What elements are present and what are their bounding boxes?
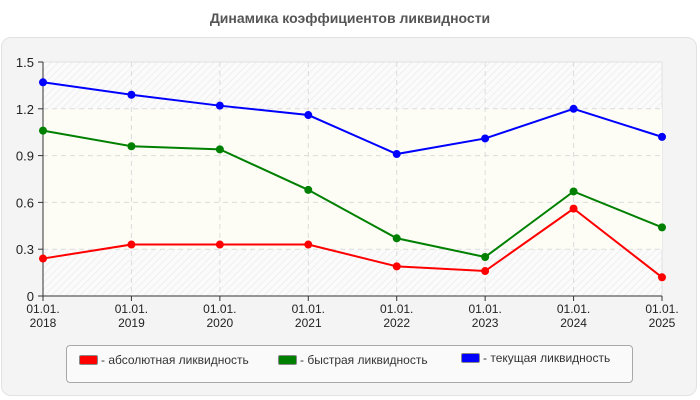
data-point (304, 111, 313, 120)
data-point (215, 240, 224, 249)
x-tick-label: 01.01. (645, 302, 678, 316)
data-point (569, 187, 578, 196)
x-tick-label: 01.01. (380, 302, 413, 316)
y-tick-label: 1.5 (16, 55, 34, 70)
x-tick-label: 01.01. (557, 302, 590, 316)
data-point (392, 234, 401, 243)
data-point (39, 126, 47, 135)
grid-lines (43, 62, 662, 296)
x-tick-label: 2020 (207, 316, 234, 330)
data-point (569, 104, 578, 113)
normal-range-band (43, 108, 662, 250)
data-series (39, 78, 666, 282)
data-point (304, 185, 313, 194)
series-line (42, 129, 663, 259)
series-line (42, 81, 663, 156)
legend-label: - абсолютная ликвидность (101, 353, 249, 367)
data-point (127, 240, 136, 249)
x-tick-label: 01.01. (468, 302, 501, 316)
data-point (39, 254, 47, 263)
legend-swatch-blue (461, 353, 480, 363)
data-point (481, 267, 490, 276)
legend-label: - текущая ликвидность (483, 351, 611, 365)
y-tick-label: 0.3 (16, 242, 34, 257)
legend-item-current: - текущая ликвидность (461, 351, 610, 365)
data-point (215, 101, 224, 110)
data-point (215, 145, 224, 154)
data-point (658, 223, 666, 232)
x-tick-label: 2025 (649, 316, 676, 330)
x-tick-label: 2024 (560, 316, 587, 330)
series-line (42, 207, 663, 279)
x-tick-label: 2022 (383, 316, 410, 330)
legend-swatch-green (278, 355, 297, 365)
data-point (481, 134, 490, 143)
data-point (658, 132, 666, 141)
series-2 (39, 78, 666, 159)
legend-swatch-red (79, 355, 98, 365)
x-tick-label: 2021 (295, 316, 322, 330)
plot-area (42, 61, 663, 297)
chart-title: Динамика коэффициентов ликвидности (209, 10, 491, 26)
data-point (127, 142, 136, 151)
y-tick-label: 0 (27, 289, 34, 304)
series-1 (39, 126, 666, 261)
data-point (392, 262, 401, 271)
legend-item-absolute: - абсолютная ликвидность (79, 353, 249, 367)
x-tick-label: 01.01. (292, 302, 325, 316)
x-tick-label: 01.01. (203, 302, 236, 316)
data-point (392, 150, 401, 159)
y-tick-label: 0.6 (16, 195, 34, 210)
data-point (481, 253, 490, 261)
series-0 (39, 204, 666, 282)
x-tick-label: 01.01. (115, 302, 148, 316)
y-tick-label: 1.2 (16, 102, 34, 117)
y-tick-label: 0.9 (16, 149, 34, 164)
x-tick-label: 2019 (118, 316, 145, 330)
legend-label: - быстрая ликвидность (300, 353, 428, 367)
x-tick-label: 2018 (30, 316, 57, 330)
data-point (304, 240, 313, 249)
data-point (39, 78, 47, 87)
legend-item-quick: - быстрая ликвидность (278, 353, 428, 367)
data-point (658, 273, 666, 282)
axes: 00.30.60.91.21.501.01.201801.01.201901.0… (16, 55, 679, 330)
data-point (569, 204, 578, 213)
x-tick-label: 01.01. (26, 302, 59, 316)
legend: - абсолютная ликвидность - быстрая ликви… (66, 345, 633, 383)
data-point (127, 90, 136, 99)
x-tick-label: 2023 (472, 316, 499, 330)
